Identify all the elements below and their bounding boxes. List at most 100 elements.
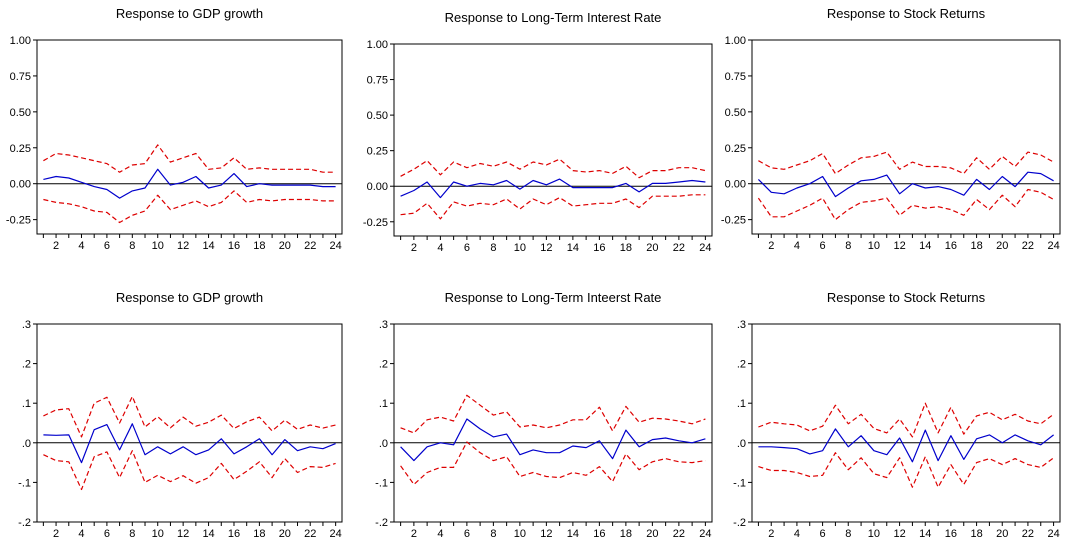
y-tick-label: 0.75 xyxy=(367,75,388,87)
x-tick-label: 14 xyxy=(567,528,579,540)
y-tick-label: 0.00 xyxy=(367,181,388,193)
plot-frame xyxy=(393,43,713,237)
x-tick-label: 22 xyxy=(1022,240,1034,252)
x-tick-label: 10 xyxy=(514,528,526,540)
x-tick-label: 10 xyxy=(152,240,164,252)
x-tick-label: 14 xyxy=(919,528,931,540)
x-tick-label: 10 xyxy=(868,528,880,540)
y-tick-label: -.1 xyxy=(18,477,31,489)
y-tick-label: -0.25 xyxy=(363,217,388,229)
y-tick-label: -.2 xyxy=(733,517,746,529)
x-tick-label: 6 xyxy=(820,240,826,252)
x-tick-label: 12 xyxy=(540,528,552,540)
upper-band-line xyxy=(758,151,1054,175)
upper-band-line xyxy=(400,394,706,434)
x-tick-label: 24 xyxy=(330,240,342,252)
plot-frame xyxy=(36,323,343,523)
chart-panel-5: Response to Long-Term Inteerst Rate .3 .2.… xyxy=(375,290,713,540)
chart-panel-3: Response to Stock Returns 1.00 0.75 0.50 0.2… xyxy=(721,6,1061,252)
x-tick-label: 18 xyxy=(253,240,265,252)
y-tick-label: 0.75 xyxy=(725,71,746,83)
y-tick-label: .2 xyxy=(379,359,388,371)
x-tick-label: 8 xyxy=(129,240,135,252)
x-tick-label: 22 xyxy=(304,528,316,540)
y-tick-label: 0.50 xyxy=(367,110,388,122)
x-tick-label: 8 xyxy=(490,242,496,254)
upper-band-line xyxy=(43,144,336,173)
y-tick-label: .0 xyxy=(379,438,388,450)
y-tick-label: -.2 xyxy=(375,517,388,529)
x-tick-label: 22 xyxy=(304,240,316,252)
x-tick-label: 2 xyxy=(411,528,417,540)
x-tick-label: 8 xyxy=(845,240,851,252)
y-tick-label: .0 xyxy=(22,438,31,450)
x-tick-label: 24 xyxy=(699,528,711,540)
lower-band-line xyxy=(400,194,706,220)
chart-title: Response to Long-Term Inteerst Rate xyxy=(445,290,662,305)
lower-band-line xyxy=(400,441,706,485)
y-tick-label: .2 xyxy=(737,359,746,371)
x-tick-label: 24 xyxy=(1047,528,1059,540)
x-tick-label: 6 xyxy=(104,240,110,252)
y-tick-label: .3 xyxy=(22,319,31,331)
x-tick-label: 24 xyxy=(699,242,711,254)
x-tick-label: 4 xyxy=(78,240,84,252)
plot-frame xyxy=(751,39,1061,235)
x-tick-label: 24 xyxy=(330,528,342,540)
x-tick-label: 20 xyxy=(996,240,1008,252)
x-tick-label: 4 xyxy=(794,528,800,540)
y-tick-label: .2 xyxy=(22,359,31,371)
lower-band-line xyxy=(43,190,336,224)
x-tick-label: 8 xyxy=(490,528,496,540)
x-tick-label: 14 xyxy=(202,240,214,252)
y-tick-label: -.1 xyxy=(375,477,388,489)
chart-title: Response to Stock Returns xyxy=(827,290,986,305)
chart-title: Response to Long-Term Interest Rate xyxy=(445,10,662,25)
x-tick-label: 24 xyxy=(1047,240,1059,252)
response-line xyxy=(43,423,336,464)
x-tick-label: 20 xyxy=(279,240,291,252)
y-tick-label: .3 xyxy=(737,319,746,331)
x-tick-label: 10 xyxy=(868,240,880,252)
y-tick-label: -0.25 xyxy=(6,215,31,227)
x-tick-label: 18 xyxy=(253,528,265,540)
x-tick-label: 12 xyxy=(893,528,905,540)
y-tick-label: 0.00 xyxy=(10,179,31,191)
x-tick-label: 6 xyxy=(820,528,826,540)
upper-band-line xyxy=(400,158,706,179)
chart-panel-6: Response to Stock Returns .3 .2 .1 .0 -.1 -.2 2… xyxy=(733,290,1061,540)
x-tick-label: 20 xyxy=(646,528,658,540)
x-tick-label: 16 xyxy=(945,240,957,252)
response-line xyxy=(400,178,706,199)
x-tick-label: 14 xyxy=(919,240,931,252)
y-tick-label: 1.00 xyxy=(367,39,388,51)
chart-panel-1: Response to GDP growth 1.00 0.75 0.50 0.25 0.… xyxy=(6,6,343,252)
upper-band-line xyxy=(43,395,336,438)
x-tick-label: 22 xyxy=(673,528,685,540)
y-tick-label: 0.25 xyxy=(367,146,388,158)
y-tick-label: -.1 xyxy=(733,477,746,489)
y-tick-label: .0 xyxy=(737,438,746,450)
x-tick-label: 14 xyxy=(567,242,579,254)
x-tick-label: 16 xyxy=(593,528,605,540)
chart-panel-2: Response to Long-Term Interest Rate 1.00 0… xyxy=(363,10,713,254)
x-tick-label: 12 xyxy=(177,240,189,252)
x-tick-label: 18 xyxy=(970,240,982,252)
x-tick-label: 16 xyxy=(228,528,240,540)
chart-title: Response to GDP growth xyxy=(116,290,263,305)
x-tick-label: 4 xyxy=(794,240,800,252)
response-line xyxy=(758,428,1054,463)
y-tick-label: 0.25 xyxy=(725,143,746,155)
lower-band-line xyxy=(43,450,336,491)
y-tick-label: .1 xyxy=(22,398,31,410)
plot-frame xyxy=(393,323,713,523)
y-tick-label: .3 xyxy=(379,319,388,331)
lower-band-line xyxy=(758,452,1054,488)
upper-band-line xyxy=(758,402,1054,438)
x-tick-label: 22 xyxy=(673,242,685,254)
chart-title: Response to GDP growth xyxy=(116,6,263,21)
x-tick-label: 2 xyxy=(411,242,417,254)
lower-band-line xyxy=(757,188,1054,221)
y-tick-label: 1.00 xyxy=(10,35,31,47)
